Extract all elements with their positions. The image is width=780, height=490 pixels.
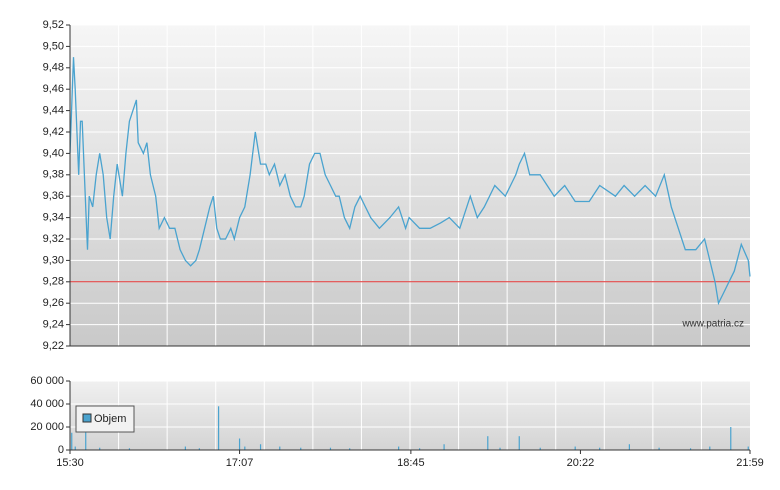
y-tick-label: 9,48 <box>43 62 64 74</box>
volume-bar <box>689 448 692 450</box>
y-tick-label: 9,38 <box>43 169 64 181</box>
y-tick-label: 9,26 <box>43 297 64 309</box>
volume-bar <box>198 448 200 450</box>
y-tick-label: 9,34 <box>43 212 64 224</box>
volume-bar <box>74 446 76 450</box>
y-tick-label: 0 <box>58 444 64 456</box>
y-tick-label: 9,52 <box>43 19 64 31</box>
volume-bar <box>217 406 220 450</box>
y-tick-label: 9,40 <box>43 147 64 159</box>
volume-bar <box>443 444 445 450</box>
volume-bar <box>398 446 400 450</box>
y-tick-label: 9,24 <box>43 319 64 331</box>
x-tick-label: 20:22 <box>567 457 595 469</box>
y-tick-label: 40 000 <box>30 398 64 410</box>
volume-bar <box>238 438 241 450</box>
volume-bar <box>99 447 101 450</box>
volume-bar <box>730 427 732 450</box>
y-tick-label: 9,22 <box>43 340 64 352</box>
volume-bar <box>574 446 576 450</box>
volume-bar <box>709 446 711 450</box>
volume-bar <box>85 427 87 450</box>
legend: Objem <box>75 405 135 433</box>
y-tick-label: 20 000 <box>30 421 64 433</box>
volume-bar <box>329 447 332 450</box>
y-tick-label: 9,32 <box>43 233 64 245</box>
volume-bar <box>279 446 281 450</box>
volume-bar <box>628 444 630 450</box>
volume-bar <box>244 446 246 450</box>
y-tick-label: 9,42 <box>43 126 64 138</box>
legend-swatch <box>82 413 92 423</box>
volume-bar <box>658 447 660 450</box>
x-tick-label: 21:59 <box>736 457 764 469</box>
y-tick-label: 9,50 <box>43 40 64 52</box>
volume-bar <box>300 447 302 450</box>
volume-bar <box>599 447 601 450</box>
x-tick-label: 17:07 <box>226 457 254 469</box>
volume-bar <box>499 447 501 450</box>
volume-bar <box>184 446 186 450</box>
x-tick-label: 18:45 <box>397 457 425 469</box>
watermark: www.patria.cz <box>681 319 744 330</box>
x-tick-label: 15:30 <box>56 457 84 469</box>
y-tick-label: 60 000 <box>30 375 64 387</box>
y-tick-label: 9,44 <box>43 105 64 117</box>
volume-bar <box>518 436 520 450</box>
y-tick-label: 9,36 <box>43 190 64 202</box>
y-tick-label: 9,30 <box>43 254 64 266</box>
legend-label: Objem <box>94 413 126 425</box>
price-line <box>69 57 751 306</box>
volume-bar <box>419 448 421 450</box>
volume-bar <box>539 447 541 450</box>
y-tick-label: 9,46 <box>43 83 64 95</box>
volume-bar <box>128 448 131 450</box>
volume-bar <box>487 436 489 450</box>
volume-bar <box>349 448 351 450</box>
volume-bar <box>259 444 262 450</box>
y-tick-label: 9,28 <box>43 276 64 288</box>
volume-bar <box>71 432 73 450</box>
volume-bar <box>747 446 749 450</box>
